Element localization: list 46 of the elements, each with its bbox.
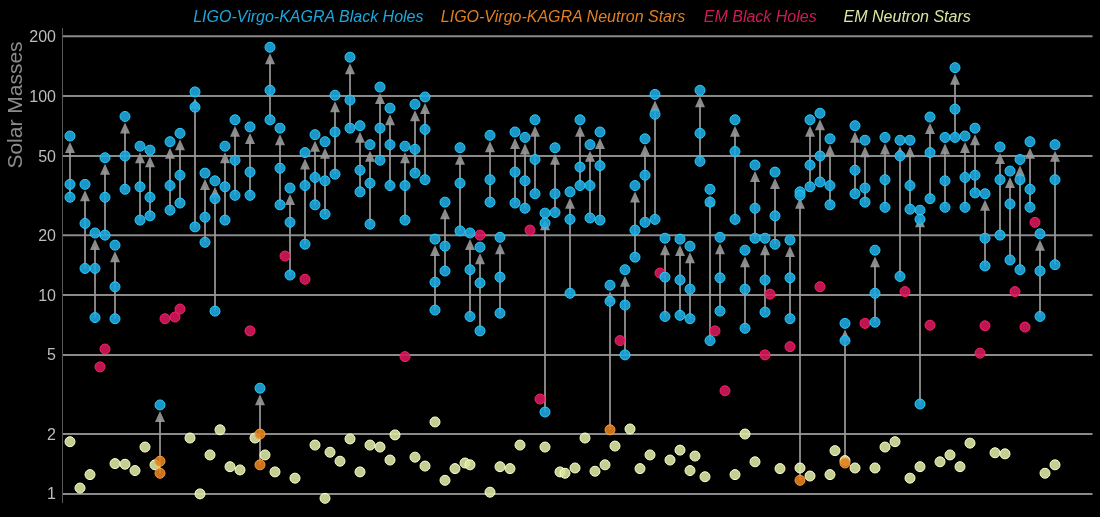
y-tick-label: 1 — [47, 485, 57, 503]
point — [169, 311, 181, 323]
point — [979, 320, 991, 332]
text: LIGO-Virgo-KAGRA Neutron Stars — [440, 7, 686, 25]
point — [784, 341, 796, 353]
y-axis-title: Solar Masses — [3, 41, 26, 169]
point — [279, 250, 291, 262]
point — [524, 224, 536, 236]
y-tick-label: 5 — [47, 346, 57, 364]
point — [299, 273, 311, 285]
y-tick-label: 10 — [38, 286, 57, 304]
point — [94, 361, 106, 373]
point — [99, 343, 111, 355]
point — [764, 288, 776, 300]
point — [614, 335, 626, 347]
point — [974, 347, 986, 359]
y-tick-label: 50 — [38, 147, 57, 165]
point — [244, 325, 256, 337]
y-tick-label: 200 — [29, 27, 57, 45]
point — [1019, 321, 1031, 333]
point — [794, 474, 806, 486]
point — [534, 393, 546, 405]
point — [174, 303, 186, 315]
y-tick-label: 100 — [29, 87, 57, 105]
point — [899, 286, 911, 298]
point — [254, 428, 266, 440]
point — [154, 455, 166, 467]
point — [399, 351, 411, 363]
point — [814, 281, 826, 293]
point — [254, 459, 266, 471]
point — [1029, 216, 1041, 228]
y-tick-label: 2 — [47, 425, 57, 443]
point — [159, 313, 171, 325]
point — [604, 424, 616, 436]
point — [719, 385, 731, 397]
y-tick-label: 20 — [38, 226, 57, 244]
point — [924, 319, 936, 331]
text: EM Black Holes — [703, 7, 817, 25]
text: LIGO-Virgo-KAGRA Black Holes — [193, 7, 424, 25]
point — [154, 467, 166, 479]
point — [1009, 286, 1021, 298]
point — [859, 317, 871, 329]
point — [759, 349, 771, 361]
point — [709, 325, 721, 337]
text: EM Neutron Stars — [843, 7, 971, 25]
point — [474, 229, 486, 241]
